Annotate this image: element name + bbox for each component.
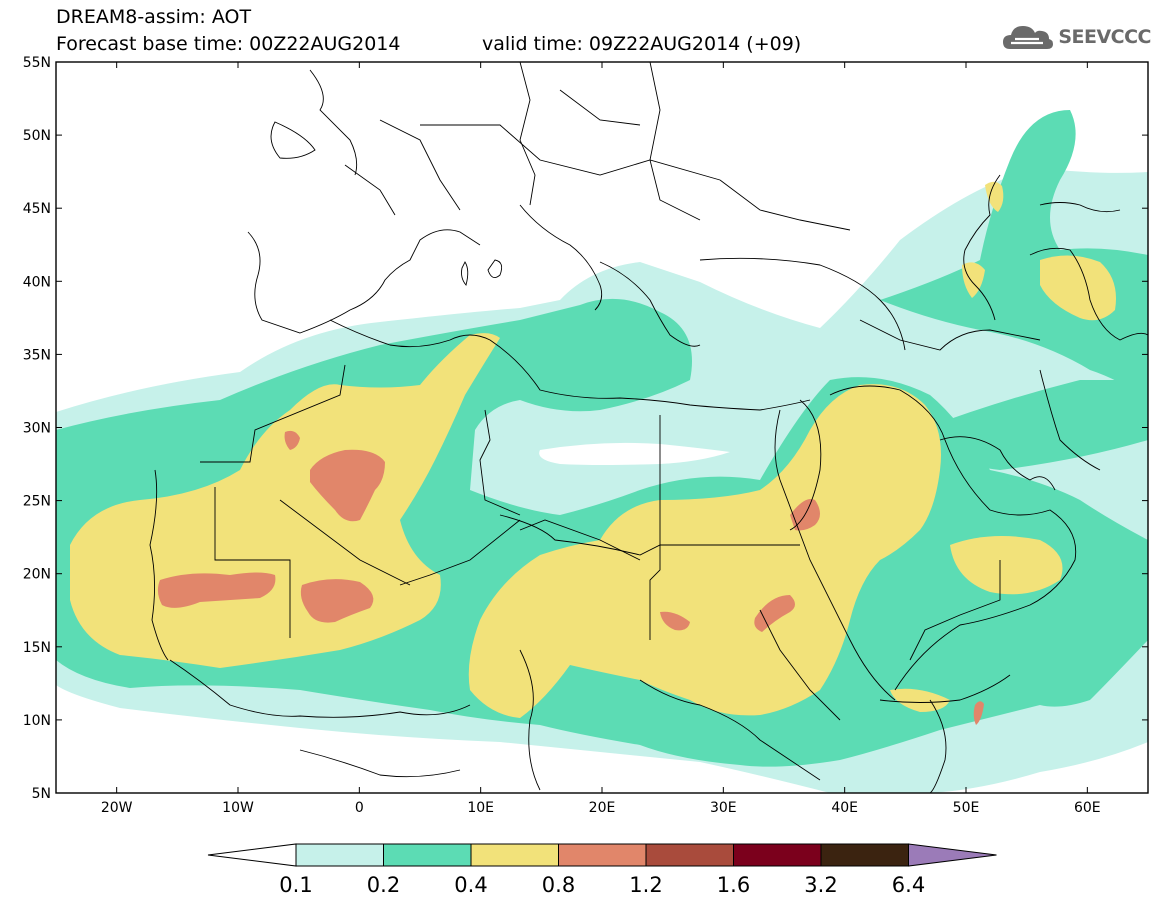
- colorbar-label: 0.8: [542, 873, 575, 897]
- longitude-axis: 20W 10W 0 10E 20E 30E 40E 50E 60E: [101, 62, 1101, 816]
- logo-text: SEEVCCC: [1058, 26, 1151, 48]
- colorbar-label: 1.2: [629, 873, 662, 897]
- lat-label: 20N: [23, 567, 51, 583]
- colorbar-segment: [295, 843, 384, 867]
- map-title: DREAM8-assim: AOT: [56, 6, 252, 28]
- lon-label: 20W: [101, 800, 133, 816]
- lon-label: 50E: [953, 800, 980, 816]
- lon-label: 0: [355, 800, 364, 816]
- colorbar-segment: [733, 843, 822, 867]
- colorbar-label: 0.4: [454, 873, 487, 897]
- colorbar-label: 1.6: [717, 873, 750, 897]
- lat-label: 15N: [23, 640, 51, 656]
- lat-label: 40N: [23, 274, 51, 290]
- forecast-base-time: Forecast base time: 00Z22AUG2014: [56, 33, 401, 55]
- latitude-axis: 55N 50N 45N 40N 35N 30N 25N 20N 15N 10N 5N: [23, 55, 1148, 802]
- colorbar-segment: [470, 843, 559, 867]
- colorbar-segment: [558, 843, 647, 867]
- lat-label: 30N: [23, 421, 51, 437]
- lat-label: 35N: [23, 347, 51, 363]
- lat-label: 50N: [23, 128, 51, 144]
- lat-label: 10N: [23, 713, 51, 729]
- colorbar-segment: [820, 843, 909, 867]
- colorbar-label: 0.1: [279, 873, 312, 897]
- lat-label: 5N: [32, 786, 51, 802]
- lon-label: 10E: [467, 800, 494, 816]
- colorbar: [207, 843, 997, 867]
- lat-label: 45N: [23, 201, 51, 217]
- colorbar-labels: 0.1 0.2 0.4 0.8 1.2 1.6 3.2 6.4: [279, 873, 925, 897]
- colorbar-low-triangle: [207, 843, 297, 867]
- lat-label: 55N: [23, 55, 51, 71]
- lon-label: 20E: [589, 800, 616, 816]
- lat-label: 25N: [23, 494, 51, 510]
- colorbar-label: 0.2: [367, 873, 400, 897]
- valid-time: valid time: 09Z22AUG2014 (+09): [482, 33, 802, 55]
- colorbar-high-triangle: [908, 843, 997, 867]
- lon-label: 10W: [222, 800, 254, 816]
- colorbar-label: 6.4: [892, 873, 925, 897]
- seevccc-logo: SEEVCCC: [1002, 22, 1151, 52]
- colorbar-segment: [383, 843, 472, 867]
- colorbar-segment: [645, 843, 734, 867]
- lon-label: 30E: [710, 800, 737, 816]
- lon-label: 40E: [831, 800, 858, 816]
- colorbar-label: 3.2: [804, 873, 837, 897]
- cloud-logo-icon: [1003, 26, 1054, 49]
- lon-label: 60E: [1074, 800, 1101, 816]
